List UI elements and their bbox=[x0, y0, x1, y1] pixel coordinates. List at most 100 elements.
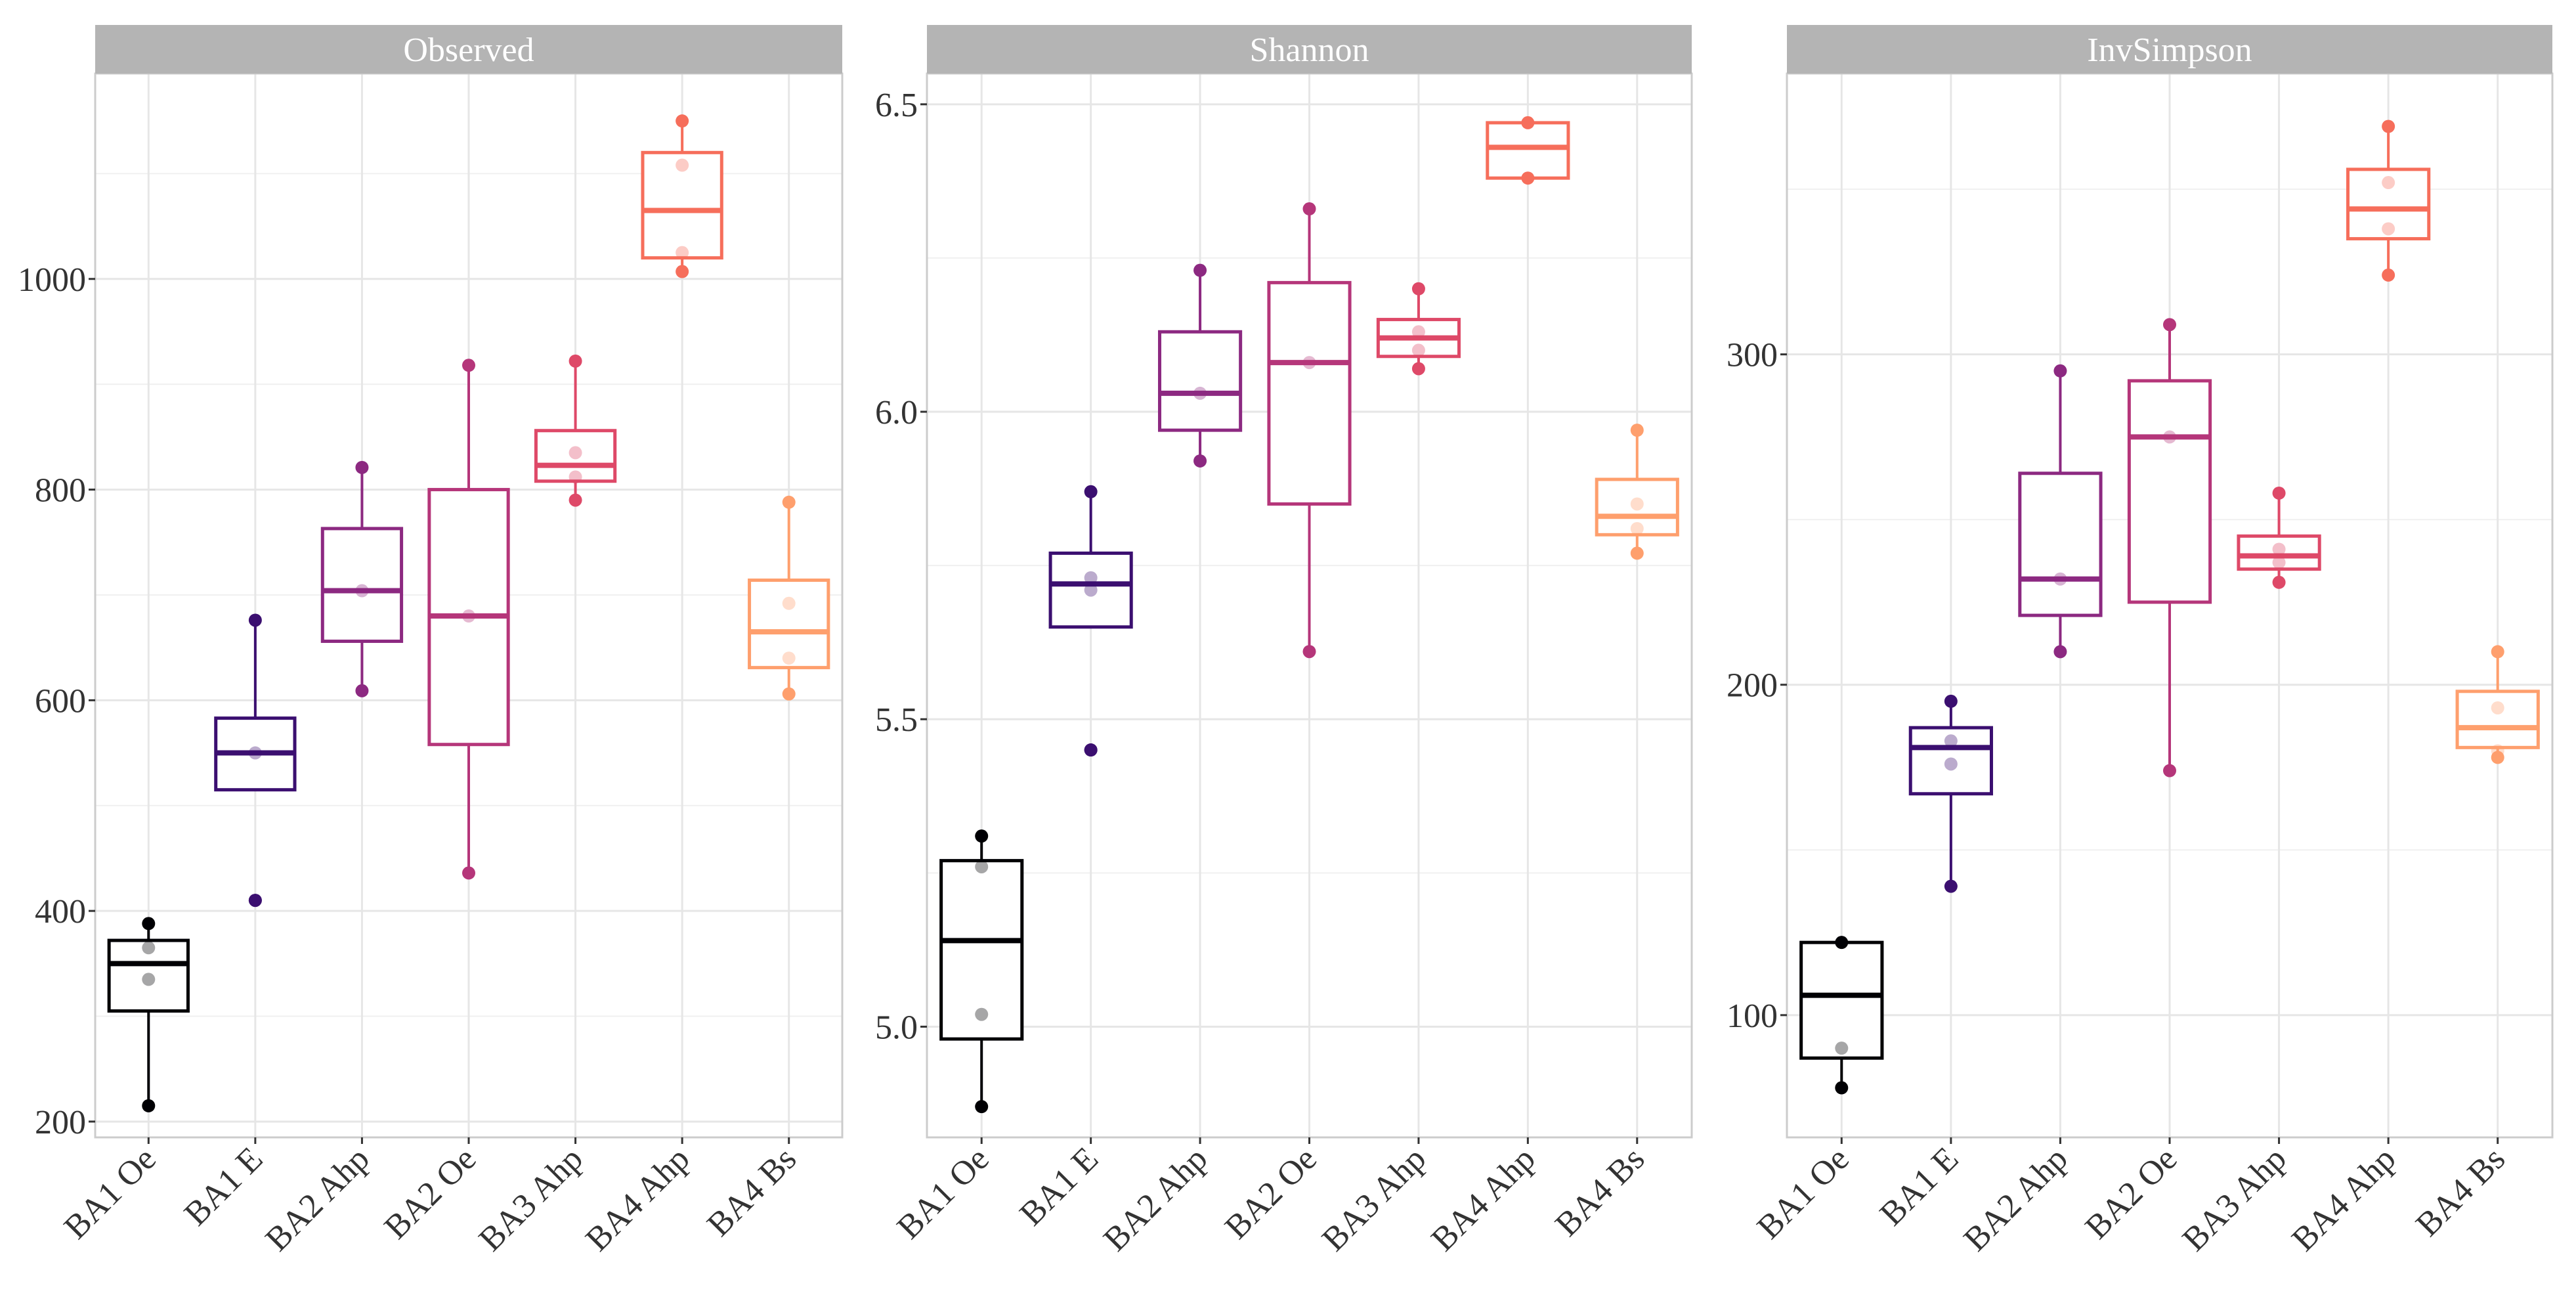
sample-point bbox=[248, 894, 262, 908]
x-tick-label: BA4 Ahp bbox=[1425, 1140, 1543, 1258]
sample-point bbox=[676, 158, 689, 172]
box-ba3-ahp bbox=[1376, 282, 1461, 376]
x-tick-label: BA4 Ahp bbox=[578, 1140, 697, 1258]
sample-point bbox=[1630, 497, 1644, 511]
x-tick-label: BA2 Oe bbox=[2078, 1140, 2185, 1246]
sample-point bbox=[1084, 583, 1098, 597]
sample-point bbox=[2163, 318, 2176, 332]
x-tick-label: BA3 Ahp bbox=[1315, 1140, 1433, 1258]
box-ba2-oe bbox=[2127, 318, 2212, 778]
sample-point bbox=[248, 613, 262, 627]
box-ba4-ahp bbox=[641, 114, 723, 278]
x-tick-label: BA1 E bbox=[177, 1140, 270, 1233]
box-iqr bbox=[1048, 551, 1133, 629]
sample-point bbox=[2382, 222, 2395, 236]
sample-point bbox=[1411, 343, 1425, 357]
sample-point bbox=[975, 860, 989, 873]
x-tick-label: BA1 Oe bbox=[890, 1140, 997, 1246]
sample-point bbox=[1630, 521, 1644, 535]
sample-point bbox=[676, 265, 689, 278]
box-ba4-ahp bbox=[2346, 120, 2431, 282]
box-iqr bbox=[1157, 330, 1243, 432]
sample-point bbox=[142, 941, 156, 955]
sample-point bbox=[1411, 362, 1425, 376]
sample-point bbox=[1411, 325, 1425, 339]
box-iqr bbox=[748, 579, 830, 670]
sample-point bbox=[2053, 645, 2067, 659]
x-tick-label: BA3 Ahp bbox=[472, 1140, 590, 1258]
sample-point bbox=[782, 495, 796, 509]
sample-point bbox=[355, 584, 369, 598]
sample-point bbox=[462, 359, 475, 372]
sample-point bbox=[569, 354, 582, 368]
box-ba2-ahp bbox=[2018, 364, 2103, 659]
sample-point bbox=[782, 596, 796, 610]
sample-point bbox=[1521, 116, 1535, 129]
sample-point bbox=[676, 114, 689, 128]
x-tick-label: BA2 Oe bbox=[377, 1140, 484, 1246]
sample-point bbox=[1302, 202, 1316, 216]
sample-point bbox=[1084, 743, 1098, 757]
box-iqr bbox=[1595, 477, 1679, 537]
sample-point bbox=[1630, 546, 1644, 560]
x-tick-label: BA4 Bs bbox=[2409, 1140, 2512, 1244]
sample-point bbox=[355, 684, 369, 697]
sample-point bbox=[975, 1007, 989, 1021]
box-ba4-bs bbox=[748, 495, 830, 701]
sample-point bbox=[1411, 282, 1425, 296]
x-tick-label: BA2 Ahp bbox=[1957, 1140, 2075, 1258]
sample-point bbox=[1084, 571, 1098, 584]
box-iqr bbox=[107, 938, 190, 1013]
x-tick-label: BA2 Ahp bbox=[1096, 1140, 1214, 1258]
y-tick-label: 5.0 bbox=[875, 1009, 918, 1046]
box-ba4-ahp bbox=[1486, 116, 1570, 185]
x-tick-label: BA4 Ahp bbox=[2285, 1140, 2403, 1258]
y-tick-label: 300 bbox=[1727, 337, 1778, 374]
sample-point bbox=[2491, 744, 2504, 758]
sample-point bbox=[1193, 454, 1207, 468]
sample-point bbox=[1302, 645, 1316, 659]
sample-point bbox=[1084, 485, 1098, 498]
sample-point bbox=[975, 1100, 989, 1114]
y-tick-label: 6.5 bbox=[875, 87, 918, 124]
box-ba1-e bbox=[1908, 694, 1993, 893]
y-tick-label: 1000 bbox=[18, 261, 86, 299]
facet-title: Shannon bbox=[1250, 32, 1369, 69]
box-iqr bbox=[939, 859, 1024, 1041]
sample-point bbox=[142, 973, 156, 986]
sample-point bbox=[569, 470, 582, 484]
sample-point bbox=[1193, 386, 1207, 400]
sample-point bbox=[2382, 120, 2395, 133]
sample-point bbox=[2053, 364, 2067, 378]
sample-point bbox=[2491, 645, 2504, 659]
box-iqr bbox=[1486, 121, 1570, 180]
sample-point bbox=[1630, 424, 1644, 437]
x-tick-label: BA1 Oe bbox=[1750, 1140, 1857, 1246]
box-iqr bbox=[641, 150, 723, 260]
sample-point bbox=[355, 460, 369, 474]
sample-point bbox=[2272, 556, 2286, 569]
y-tick-label: 200 bbox=[35, 1104, 86, 1141]
sample-point bbox=[2382, 268, 2395, 282]
box-iqr bbox=[320, 527, 404, 644]
facet-title: InvSimpson bbox=[2087, 32, 2252, 69]
y-tick-label: 6.0 bbox=[875, 394, 918, 431]
box-ba4-bs bbox=[1595, 424, 1679, 560]
y-tick-label: 200 bbox=[1727, 667, 1778, 705]
sample-point bbox=[569, 493, 582, 507]
sample-point bbox=[1944, 694, 1958, 708]
x-tick-label: BA1 E bbox=[1873, 1140, 1965, 1233]
y-tick-label: 800 bbox=[35, 472, 86, 510]
box-iqr bbox=[2018, 471, 2103, 617]
box-ba2-oe bbox=[1267, 202, 1352, 659]
box-iqr bbox=[2455, 690, 2540, 749]
box-ba1-oe bbox=[939, 829, 1024, 1114]
y-tick-label: 100 bbox=[1727, 997, 1778, 1035]
x-tick-label: BA4 Bs bbox=[1548, 1140, 1652, 1244]
sample-point bbox=[2272, 575, 2286, 589]
box-ba4-bs bbox=[2455, 645, 2540, 764]
